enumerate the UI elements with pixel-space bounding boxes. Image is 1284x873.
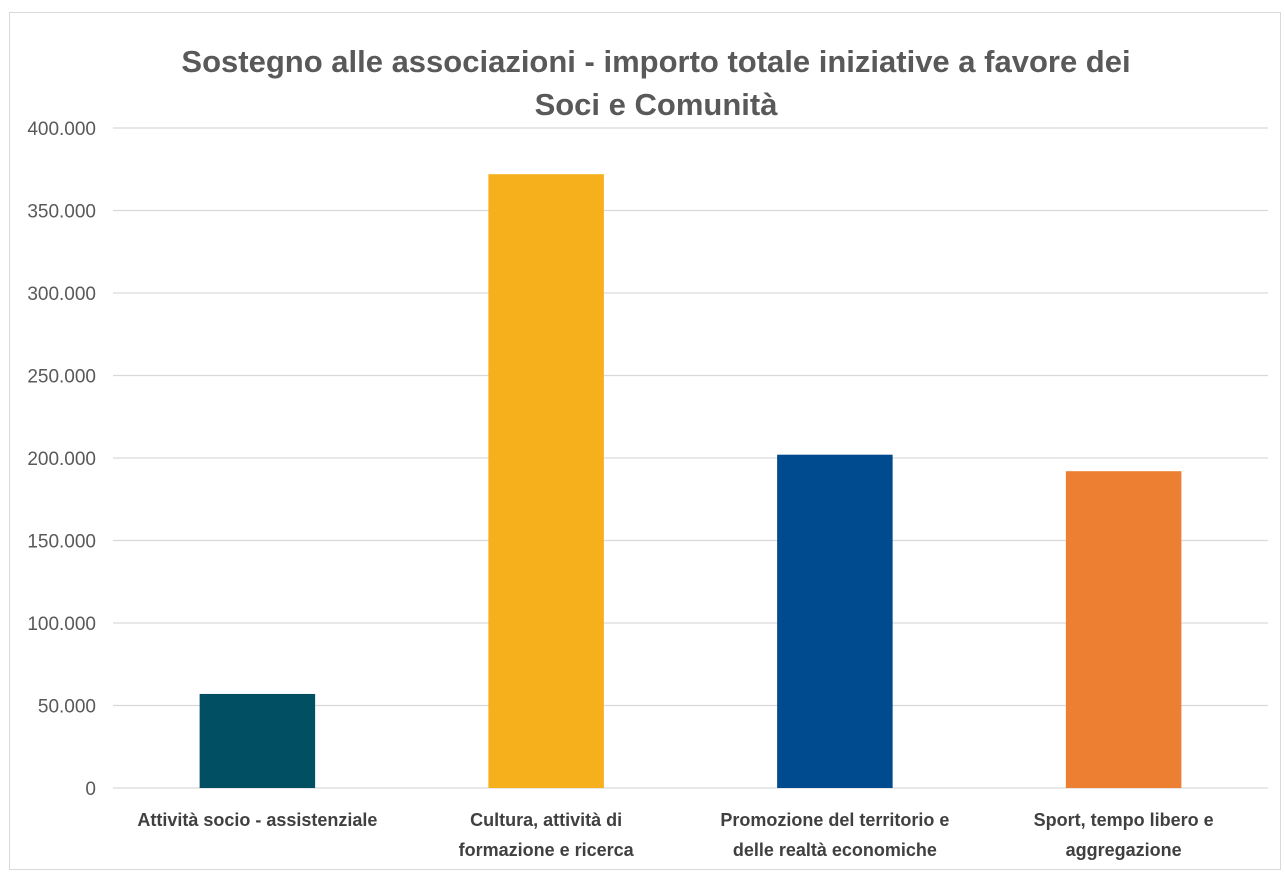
bar [1065,471,1182,788]
bar [488,174,604,788]
x-category-label: Attività socio - assistenziale [137,810,377,830]
y-tick-label: 50.000 [38,697,96,718]
bar [777,454,893,788]
bars [199,174,1182,788]
y-tick-label: 200.000 [27,449,96,470]
x-axis-category-labels: Attività socio - assistenziale Cultura, a… [137,810,1213,860]
y-tick-label: 100.000 [27,614,96,635]
bar [199,693,316,788]
y-tick-label: 250.000 [27,367,96,388]
x-category-label: Cultura, attività di [470,810,622,830]
x-category-label: Promozione del territorio e [720,810,949,830]
y-axis-tick-labels: 0 50.000 100.000 150.000 200.000 250.000 300.0… [27,119,96,800]
chart-title-line-2: Soci e Comunità [535,87,779,122]
x-category-label: delle realtà economiche [733,840,937,860]
chart-title-line-1: Sostegno alle associazioni - importo tot… [181,44,1130,79]
y-tick-label: 350.000 [27,202,96,223]
x-category-label: aggregazione [1066,840,1182,860]
y-tick-label: 300.000 [27,284,96,305]
y-tick-label: 400.000 [27,119,96,140]
x-category-label: formazione e ricerca [459,840,635,860]
y-tick-label: 0 [85,779,96,800]
chart-title: Sostegno alle associazioni - importo tot… [181,44,1130,122]
x-category-label: Sport, tempo libero e [1034,810,1214,830]
y-tick-label: 150.000 [27,532,96,553]
